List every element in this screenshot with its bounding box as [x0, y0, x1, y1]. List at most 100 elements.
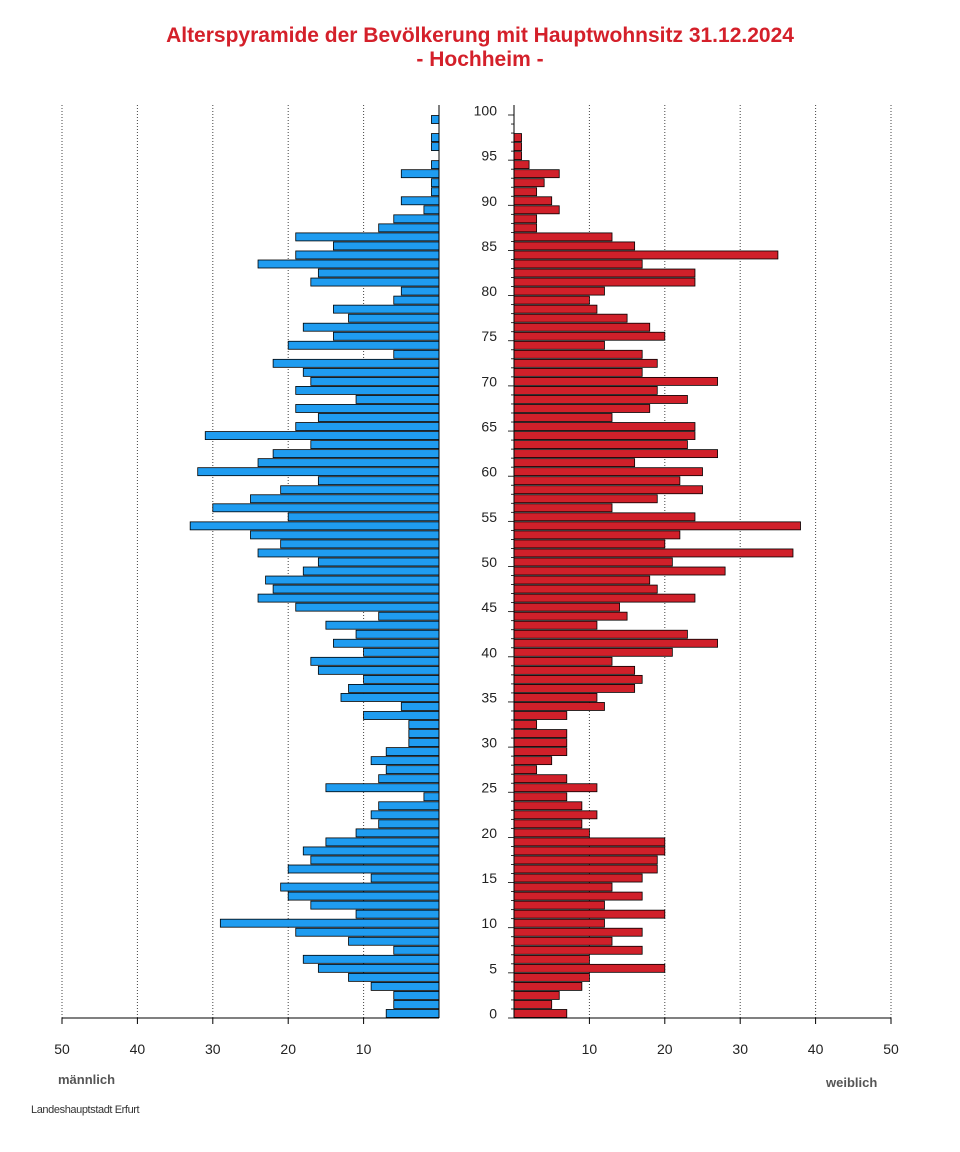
male-bar-age-42	[355, 629, 440, 639]
female-bar-age-7	[513, 945, 643, 955]
male-bar-age-69	[295, 386, 440, 395]
male-bar-age-6	[302, 954, 440, 964]
female-bar-age-19	[513, 837, 666, 847]
x-tick-label-left: 10	[356, 1041, 372, 1057]
female-bar-age-34	[513, 702, 605, 711]
male-bar-age-8	[348, 936, 440, 946]
male-bar-age-5	[317, 963, 440, 973]
male-bar-age-25	[325, 783, 440, 793]
male-bar-age-76	[302, 322, 440, 332]
y-tick-label: 80	[481, 283, 497, 299]
x-tick-label-right: 40	[808, 1041, 824, 1057]
male-bar-age-58	[280, 485, 440, 495]
female-bar-age-30	[513, 738, 568, 747]
male-bar-age-65	[295, 422, 440, 431]
male-bar-age-68	[355, 395, 440, 404]
male-bar-age-12	[310, 900, 440, 910]
female-bar-age-41	[513, 638, 718, 648]
female-bar-age-16	[513, 864, 658, 874]
female-bar-age-8	[513, 936, 613, 946]
male-bar-age-46	[257, 593, 440, 603]
female-bar-age-57	[513, 494, 658, 504]
source-note: Landeshauptstadt Erfurt	[31, 1104, 140, 1116]
female-bar-age-67	[513, 404, 651, 413]
male-bar-age-11	[355, 909, 440, 919]
male-bar-age-0	[385, 1009, 440, 1018]
male-bar-age-21	[378, 819, 440, 829]
female-bar-age-13	[513, 891, 643, 901]
female-bar-age-37	[513, 674, 643, 684]
female-bar-age-94	[513, 160, 530, 170]
male-bar-age-47	[272, 584, 440, 594]
female-bar-age-72	[513, 358, 658, 368]
female-bar-age-18	[513, 846, 666, 856]
male-bar-age-34	[400, 702, 440, 711]
male-bar-age-4	[348, 972, 440, 982]
female-bar-age-93	[513, 169, 560, 179]
female-bar-age-92	[513, 178, 545, 188]
male-bar-age-63	[310, 440, 440, 449]
male-bar-age-19	[325, 837, 440, 847]
male-bar-age-92	[431, 178, 440, 188]
female-bar-age-42	[513, 629, 688, 639]
male-bar-age-35	[340, 693, 440, 702]
male-bar-age-36	[348, 684, 440, 693]
male-bar-age-75	[333, 331, 440, 341]
y-tick-label: 10	[481, 915, 497, 931]
female-bar-age-62	[513, 449, 718, 459]
male-bar-age-74	[287, 340, 440, 350]
female-bar-age-14	[513, 882, 613, 892]
x-tick-label-right: 50	[883, 1041, 899, 1057]
female-bar-age-73	[513, 349, 643, 359]
male-bar-age-30	[408, 738, 440, 747]
y-tick-label: 20	[481, 825, 497, 841]
male-bar-age-44	[378, 611, 440, 621]
female-bar-age-81	[513, 277, 696, 287]
male-bar-age-67	[295, 404, 440, 413]
female-bar-age-48	[513, 575, 651, 585]
male-bar-age-13	[287, 891, 440, 901]
female-bar-age-82	[513, 268, 696, 278]
male-bar-age-55	[287, 512, 440, 522]
y-tick-label: 40	[481, 644, 497, 660]
female-bar-age-46	[513, 593, 696, 603]
x-tick-label-left: 30	[205, 1041, 221, 1057]
y-tick-label: 25	[481, 780, 497, 796]
male-bar-age-31	[408, 729, 440, 738]
x-tick-label-right: 20	[657, 1041, 673, 1057]
female-bar-age-17	[513, 855, 658, 865]
y-tick-label: 90	[481, 193, 497, 209]
y-tick-label: 70	[481, 373, 497, 389]
male-bar-age-57	[250, 494, 440, 504]
male-bar-age-72	[272, 358, 440, 368]
male-bar-age-77	[348, 313, 440, 323]
male-bar-age-20	[355, 828, 440, 838]
female-bar-age-4	[513, 972, 590, 982]
male-bar-age-43	[325, 620, 440, 630]
male-bar-age-9	[295, 927, 440, 937]
female-bar-age-85	[513, 241, 636, 251]
female-bar-age-21	[513, 819, 583, 829]
male-bar-age-48	[265, 575, 440, 585]
male-bar-age-28	[370, 756, 440, 766]
male-bar-age-66	[317, 413, 440, 422]
male-bar-age-73	[393, 349, 440, 359]
y-tick-label: 45	[481, 599, 497, 615]
male-bar-age-7	[393, 945, 440, 955]
male-bar-age-96	[431, 142, 440, 152]
female-bar-age-74	[513, 340, 605, 350]
male-bar-age-24	[423, 792, 440, 802]
male-bar-age-89	[423, 205, 440, 215]
female-bar-age-38	[513, 665, 636, 675]
y-tick-label: 0	[489, 1005, 497, 1021]
female-axis-label: weiblich	[826, 1075, 878, 1090]
female-bar-age-83	[513, 259, 643, 269]
female-bar-age-2	[513, 991, 560, 1000]
male-bar-age-37	[363, 674, 440, 684]
female-bar-age-9	[513, 927, 643, 937]
female-bar-age-55	[513, 512, 696, 522]
female-bar-age-80	[513, 286, 605, 296]
female-bar-age-31	[513, 729, 568, 738]
male-bar-age-61	[257, 458, 440, 468]
male-bar-age-16	[287, 864, 440, 874]
